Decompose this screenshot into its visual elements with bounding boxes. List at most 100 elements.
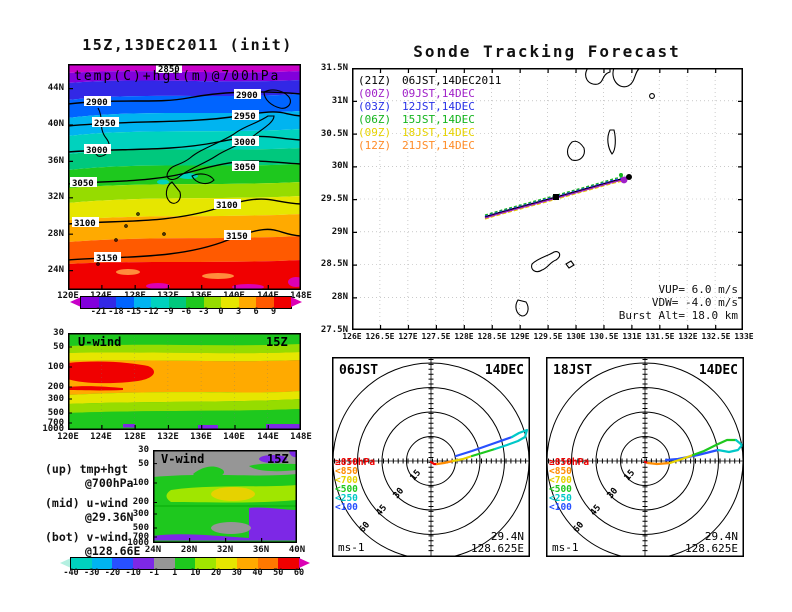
lat-tick: 29N xyxy=(331,227,348,237)
hodo-date: 14DEC xyxy=(699,363,738,378)
hodo-lon: 128.625E xyxy=(471,542,524,555)
frame xyxy=(153,450,297,543)
uwind-bands xyxy=(68,333,301,430)
lat-tick: 29.5N xyxy=(320,194,348,204)
hodograph-06jst: 15 30 45 60 ≥850hPa <850 <700 <500 <250 … xyxy=(332,357,530,557)
svg-text:60: 60 xyxy=(358,520,373,535)
ring-labels: 15 30 45 60 xyxy=(572,468,638,535)
sonde-title: Sonde Tracking Forecast xyxy=(413,42,681,61)
frame xyxy=(68,333,301,430)
sonde-annotations: VUP= 6.0 m/s VDW= -4.0 m/s Burst Alt= 18… xyxy=(550,283,738,322)
p-tick: 700 xyxy=(132,532,149,542)
hodograph-18jst: 15 30 45 60 ≥850hPa <850 <700 <500 <250 … xyxy=(546,357,744,557)
lat-tick: 32N xyxy=(216,545,234,555)
note-mid-label: (mid) u-wind xyxy=(45,496,129,510)
uwind-time: 15Z xyxy=(266,335,288,349)
lat-tick: 28.5N xyxy=(320,259,348,269)
contour-label: 3000 xyxy=(86,146,108,156)
wind-trace xyxy=(429,428,529,466)
legend-item: (03Z) 12JST,14DEC xyxy=(358,100,475,113)
lon-tick: 120E xyxy=(57,432,79,442)
lat-tick: 36N xyxy=(47,156,64,166)
ring-labels: 15 30 45 60 xyxy=(358,468,424,535)
svg-text:60: 60 xyxy=(572,520,587,535)
svg-text:30: 30 xyxy=(606,486,621,501)
lon-tick: 130E xyxy=(566,332,586,341)
lat-tick: 28N xyxy=(180,545,198,555)
hodo-time: 06JST xyxy=(339,363,378,378)
lon-tick: 136E xyxy=(190,432,212,442)
legend-item: ≥850hPa xyxy=(549,457,589,468)
hodo-lat: 29.4N xyxy=(705,530,738,543)
lat-tick: 36N xyxy=(252,545,270,555)
p-tick: 1000 xyxy=(127,538,149,548)
note-bot-label: (bot) v-wind xyxy=(45,530,129,544)
vwind-time: 15Z xyxy=(267,452,289,466)
lat-tick: 30.5N xyxy=(320,129,348,139)
legend-item: <500 xyxy=(549,484,572,495)
lon-tick: 129E xyxy=(510,332,530,341)
legend-item: <850 xyxy=(549,466,572,477)
p-tick: 100 xyxy=(47,362,64,372)
p-tick: 200 xyxy=(132,497,149,507)
lat-tick: 32N xyxy=(47,192,64,202)
p-tick: 50 xyxy=(138,459,149,469)
vwind-title: V-wind xyxy=(161,452,204,466)
lon-tick: 144E xyxy=(257,432,279,442)
contour-label: 3050 xyxy=(234,163,256,173)
lon-tick: 140E xyxy=(223,291,245,301)
lon-tick: 148E xyxy=(290,291,312,301)
lon-tick: 128.5E xyxy=(477,332,507,341)
lon-tick: 126.5E xyxy=(365,332,395,341)
temp-colorbar: -21 -18 -15 -12 -9 -6 -3 0 3 6 9 xyxy=(70,296,302,317)
legend-item: ≥850hPa xyxy=(335,457,375,468)
p-tick: 1000 xyxy=(42,424,64,434)
lat-tick: 27.5N xyxy=(320,325,348,335)
note-up-label: (up) tmp+hgt xyxy=(45,462,129,476)
frame xyxy=(352,68,743,330)
vup-value: VUP= 6.0 m/s xyxy=(658,283,738,296)
lon-tick: 120E xyxy=(57,291,79,301)
level-legend: ≥850hPa <850 <700 <500 <250 <100 xyxy=(549,457,589,513)
lat-tick: 40N xyxy=(47,119,64,129)
legend-item: (21Z) 06JST,14DEC2011 xyxy=(358,74,502,87)
wind-colorbar: -40 -30 -20 -10 -1 1 10 20 30 40 50 60 xyxy=(60,557,310,578)
lat-tick: 40N xyxy=(288,545,306,555)
uwind-plot: U-wind 15Z xyxy=(68,333,301,430)
lon-tick: 131E xyxy=(622,332,642,341)
lon-tick: 148E xyxy=(290,432,312,442)
sonde-tracks xyxy=(484,173,632,220)
frame xyxy=(546,357,744,557)
lon-tick: 128E xyxy=(454,332,474,341)
p-tick: 50 xyxy=(53,342,64,352)
legend-item: <700 xyxy=(335,475,358,486)
vwind-plot: V-wind 15Z xyxy=(153,450,297,543)
uwind-title: U-wind xyxy=(78,335,121,349)
p-tick: 700 xyxy=(47,418,64,428)
init-map-plot: 2850 2900 2950 3000 3050 3100 3150 2900 … xyxy=(68,64,301,290)
svg-text:45: 45 xyxy=(375,503,390,518)
p-tick: 30 xyxy=(53,328,64,338)
lon-tick: 126E xyxy=(342,332,362,341)
legend-item: <100 xyxy=(335,502,358,513)
burst-value: Burst Alt= 18.0 km xyxy=(618,309,738,322)
lat-tick: 24N xyxy=(144,545,162,555)
frame xyxy=(332,357,530,557)
lon-tick: 144E xyxy=(257,291,279,301)
p-tick: 200 xyxy=(47,382,64,392)
note-bot-value: @128.66E xyxy=(85,544,141,558)
lat-tick: 44N xyxy=(47,83,64,93)
p-tick: 100 xyxy=(132,478,149,488)
legend-item: (06Z) 15JST,14DEC xyxy=(358,113,475,126)
lon-tick: 128E xyxy=(124,432,146,442)
contour-label: 2900 xyxy=(86,98,108,108)
legend-item: (12Z) 21JST,14DEC xyxy=(358,139,475,152)
p-tick: 500 xyxy=(132,523,149,533)
lat-tick: 24N xyxy=(47,265,64,275)
contour-label: 2850 xyxy=(158,65,180,75)
lat-tick: 28N xyxy=(331,292,348,302)
lat-tick: 30N xyxy=(331,161,348,171)
lon-tick: 128E xyxy=(124,291,146,301)
svg-text:15: 15 xyxy=(409,468,424,483)
